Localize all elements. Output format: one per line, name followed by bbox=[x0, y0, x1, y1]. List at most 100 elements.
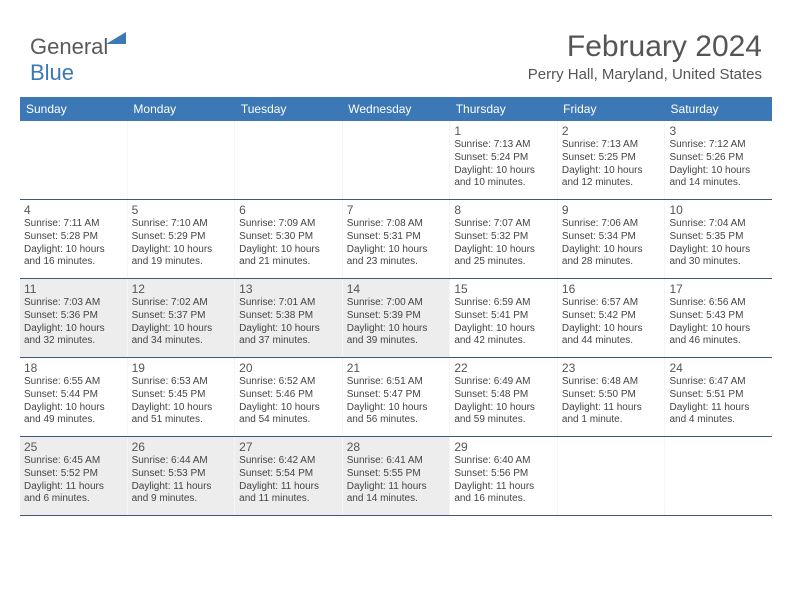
calendar-day: 23Sunrise: 6:48 AMSunset: 5:50 PMDayligh… bbox=[558, 358, 666, 436]
day-number: 27 bbox=[239, 440, 338, 454]
day-header: Monday bbox=[127, 97, 234, 121]
day-number: 13 bbox=[239, 282, 338, 296]
calendar-day bbox=[665, 437, 772, 515]
day-details: Sunrise: 6:53 AMSunset: 5:45 PMDaylight:… bbox=[132, 376, 231, 427]
day-number: 2 bbox=[562, 124, 661, 138]
calendar-day: 13Sunrise: 7:01 AMSunset: 5:38 PMDayligh… bbox=[235, 279, 343, 357]
calendar-day: 29Sunrise: 6:40 AMSunset: 5:56 PMDayligh… bbox=[450, 437, 558, 515]
calendar-grid: SundayMondayTuesdayWednesdayThursdayFrid… bbox=[20, 97, 772, 516]
day-details: Sunrise: 6:55 AMSunset: 5:44 PMDaylight:… bbox=[24, 376, 123, 427]
calendar-day: 9Sunrise: 7:06 AMSunset: 5:34 PMDaylight… bbox=[558, 200, 666, 278]
day-number: 8 bbox=[454, 203, 553, 217]
day-number: 1 bbox=[454, 124, 553, 138]
day-number: 26 bbox=[132, 440, 231, 454]
calendar-day: 11Sunrise: 7:03 AMSunset: 5:36 PMDayligh… bbox=[20, 279, 128, 357]
day-number: 20 bbox=[239, 361, 338, 375]
day-number: 17 bbox=[669, 282, 768, 296]
calendar-week: 4Sunrise: 7:11 AMSunset: 5:28 PMDaylight… bbox=[20, 200, 772, 279]
day-number: 3 bbox=[669, 124, 768, 138]
day-header: Tuesday bbox=[235, 97, 342, 121]
title-block: February 2024 Perry Hall, Maryland, Unit… bbox=[20, 30, 762, 83]
day-number: 12 bbox=[132, 282, 231, 296]
page-title: February 2024 bbox=[20, 30, 762, 64]
day-details: Sunrise: 7:12 AMSunset: 5:26 PMDaylight:… bbox=[669, 139, 768, 190]
day-number: 5 bbox=[132, 203, 231, 217]
day-number: 15 bbox=[454, 282, 553, 296]
day-details: Sunrise: 6:56 AMSunset: 5:43 PMDaylight:… bbox=[669, 297, 768, 348]
day-number: 25 bbox=[24, 440, 123, 454]
calendar-day: 22Sunrise: 6:49 AMSunset: 5:48 PMDayligh… bbox=[450, 358, 558, 436]
day-header: Saturday bbox=[665, 97, 772, 121]
calendar-day bbox=[343, 121, 451, 199]
calendar-day: 24Sunrise: 6:47 AMSunset: 5:51 PMDayligh… bbox=[665, 358, 772, 436]
day-number: 16 bbox=[562, 282, 661, 296]
day-details: Sunrise: 7:02 AMSunset: 5:37 PMDaylight:… bbox=[132, 297, 231, 348]
day-header: Friday bbox=[557, 97, 664, 121]
day-details: Sunrise: 6:41 AMSunset: 5:55 PMDaylight:… bbox=[347, 455, 446, 506]
day-number: 14 bbox=[347, 282, 446, 296]
day-number: 28 bbox=[347, 440, 446, 454]
day-details: Sunrise: 7:13 AMSunset: 5:24 PMDaylight:… bbox=[454, 139, 553, 190]
brand-logo: General Blue bbox=[30, 34, 128, 86]
day-number: 23 bbox=[562, 361, 661, 375]
calendar-week: 1Sunrise: 7:13 AMSunset: 5:24 PMDaylight… bbox=[20, 121, 772, 200]
day-number: 22 bbox=[454, 361, 553, 375]
day-details: Sunrise: 6:44 AMSunset: 5:53 PMDaylight:… bbox=[132, 455, 231, 506]
calendar-day bbox=[20, 121, 128, 199]
day-number: 6 bbox=[239, 203, 338, 217]
calendar-day bbox=[558, 437, 666, 515]
day-details: Sunrise: 6:45 AMSunset: 5:52 PMDaylight:… bbox=[24, 455, 123, 506]
day-header: Wednesday bbox=[342, 97, 449, 121]
brand-triangle-icon bbox=[106, 24, 126, 50]
location-label: Perry Hall, Maryland, United States bbox=[20, 66, 762, 83]
day-details: Sunrise: 7:09 AMSunset: 5:30 PMDaylight:… bbox=[239, 218, 338, 269]
calendar-day: 2Sunrise: 7:13 AMSunset: 5:25 PMDaylight… bbox=[558, 121, 666, 199]
day-details: Sunrise: 7:08 AMSunset: 5:31 PMDaylight:… bbox=[347, 218, 446, 269]
calendar-day: 1Sunrise: 7:13 AMSunset: 5:24 PMDaylight… bbox=[450, 121, 558, 199]
calendar-day: 25Sunrise: 6:45 AMSunset: 5:52 PMDayligh… bbox=[20, 437, 128, 515]
calendar-day: 8Sunrise: 7:07 AMSunset: 5:32 PMDaylight… bbox=[450, 200, 558, 278]
day-header: Thursday bbox=[450, 97, 557, 121]
day-details: Sunrise: 7:00 AMSunset: 5:39 PMDaylight:… bbox=[347, 297, 446, 348]
day-number: 18 bbox=[24, 361, 123, 375]
calendar-day: 17Sunrise: 6:56 AMSunset: 5:43 PMDayligh… bbox=[665, 279, 772, 357]
calendar-day: 14Sunrise: 7:00 AMSunset: 5:39 PMDayligh… bbox=[343, 279, 451, 357]
day-details: Sunrise: 7:13 AMSunset: 5:25 PMDaylight:… bbox=[562, 139, 661, 190]
day-number: 11 bbox=[24, 282, 123, 296]
day-details: Sunrise: 6:48 AMSunset: 5:50 PMDaylight:… bbox=[562, 376, 661, 427]
day-details: Sunrise: 7:10 AMSunset: 5:29 PMDaylight:… bbox=[132, 218, 231, 269]
calendar-day: 16Sunrise: 6:57 AMSunset: 5:42 PMDayligh… bbox=[558, 279, 666, 357]
calendar-day bbox=[128, 121, 236, 199]
day-number: 9 bbox=[562, 203, 661, 217]
calendar-day: 5Sunrise: 7:10 AMSunset: 5:29 PMDaylight… bbox=[128, 200, 236, 278]
calendar-day: 26Sunrise: 6:44 AMSunset: 5:53 PMDayligh… bbox=[128, 437, 236, 515]
day-number: 29 bbox=[454, 440, 553, 454]
day-details: Sunrise: 7:06 AMSunset: 5:34 PMDaylight:… bbox=[562, 218, 661, 269]
calendar-day: 15Sunrise: 6:59 AMSunset: 5:41 PMDayligh… bbox=[450, 279, 558, 357]
calendar-day: 7Sunrise: 7:08 AMSunset: 5:31 PMDaylight… bbox=[343, 200, 451, 278]
day-number: 4 bbox=[24, 203, 123, 217]
day-details: Sunrise: 7:11 AMSunset: 5:28 PMDaylight:… bbox=[24, 218, 123, 269]
day-details: Sunrise: 7:07 AMSunset: 5:32 PMDaylight:… bbox=[454, 218, 553, 269]
calendar-day: 4Sunrise: 7:11 AMSunset: 5:28 PMDaylight… bbox=[20, 200, 128, 278]
day-details: Sunrise: 7:01 AMSunset: 5:38 PMDaylight:… bbox=[239, 297, 338, 348]
calendar-day: 19Sunrise: 6:53 AMSunset: 5:45 PMDayligh… bbox=[128, 358, 236, 436]
calendar-day: 28Sunrise: 6:41 AMSunset: 5:55 PMDayligh… bbox=[343, 437, 451, 515]
calendar-day: 3Sunrise: 7:12 AMSunset: 5:26 PMDaylight… bbox=[665, 121, 772, 199]
day-details: Sunrise: 6:57 AMSunset: 5:42 PMDaylight:… bbox=[562, 297, 661, 348]
brand-part2: Blue bbox=[30, 60, 74, 85]
day-number: 7 bbox=[347, 203, 446, 217]
day-details: Sunrise: 6:42 AMSunset: 5:54 PMDaylight:… bbox=[239, 455, 338, 506]
calendar-day: 27Sunrise: 6:42 AMSunset: 5:54 PMDayligh… bbox=[235, 437, 343, 515]
day-details: Sunrise: 6:51 AMSunset: 5:47 PMDaylight:… bbox=[347, 376, 446, 427]
day-details: Sunrise: 7:04 AMSunset: 5:35 PMDaylight:… bbox=[669, 218, 768, 269]
calendar-day: 20Sunrise: 6:52 AMSunset: 5:46 PMDayligh… bbox=[235, 358, 343, 436]
day-details: Sunrise: 6:40 AMSunset: 5:56 PMDaylight:… bbox=[454, 455, 553, 506]
day-number: 24 bbox=[669, 361, 768, 375]
calendar-day: 21Sunrise: 6:51 AMSunset: 5:47 PMDayligh… bbox=[343, 358, 451, 436]
calendar-day: 10Sunrise: 7:04 AMSunset: 5:35 PMDayligh… bbox=[665, 200, 772, 278]
day-details: Sunrise: 7:03 AMSunset: 5:36 PMDaylight:… bbox=[24, 297, 123, 348]
calendar-day: 18Sunrise: 6:55 AMSunset: 5:44 PMDayligh… bbox=[20, 358, 128, 436]
brand-part1: General bbox=[30, 34, 108, 59]
day-number: 10 bbox=[669, 203, 768, 217]
